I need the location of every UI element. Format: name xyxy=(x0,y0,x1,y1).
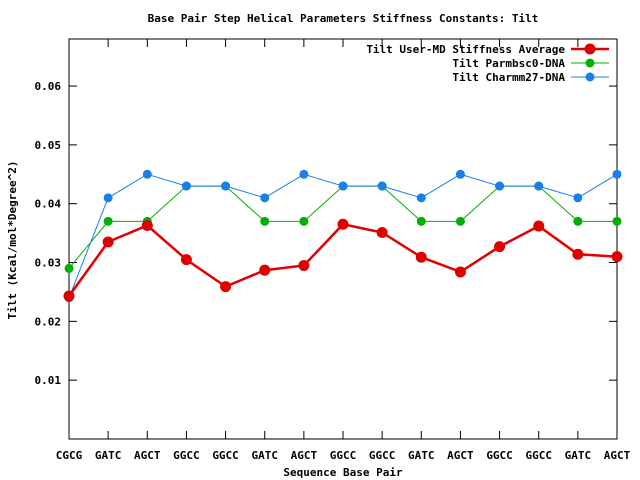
data-point xyxy=(260,216,270,226)
data-point xyxy=(298,259,310,271)
x-tick-label: GGCC xyxy=(369,449,396,462)
series-line xyxy=(67,222,618,297)
legend-swatch-marker xyxy=(585,72,595,82)
chart-title: Base Pair Step Helical Parameters Stiffn… xyxy=(148,12,539,25)
legend-swatch-marker xyxy=(584,43,596,55)
data-point xyxy=(573,193,583,203)
y-tick-label: 0.05 xyxy=(35,139,62,152)
x-tick-label: GGCC xyxy=(525,449,552,462)
data-point xyxy=(612,216,622,226)
data-point xyxy=(64,263,74,273)
data-point xyxy=(495,181,505,191)
data-point xyxy=(573,216,583,226)
legend-label: Tilt User-MD Stiffness Average xyxy=(366,43,565,56)
data-point xyxy=(377,181,387,191)
x-tick-label: AGCT xyxy=(604,449,631,462)
data-point xyxy=(338,181,348,191)
data-point xyxy=(103,193,113,203)
data-point xyxy=(180,254,192,266)
series-0 xyxy=(63,218,623,302)
x-tick-label: GATC xyxy=(565,449,592,462)
data-point xyxy=(141,219,153,231)
y-tick-label: 0.01 xyxy=(35,374,62,387)
x-tick-label: AGCT xyxy=(291,449,318,462)
x-axis-label: Sequence Base Pair xyxy=(283,466,403,479)
y-tick-label: 0.03 xyxy=(35,257,62,270)
legend-label: Tilt Charmm27-DNA xyxy=(452,71,565,84)
data-point xyxy=(612,169,622,179)
data-point xyxy=(534,181,544,191)
x-tick-label: GGCC xyxy=(486,449,513,462)
data-point xyxy=(415,251,427,263)
data-point xyxy=(102,236,114,248)
legend-label: Tilt Parmbsc0-DNA xyxy=(452,57,565,70)
plot-frame xyxy=(68,38,618,440)
data-point xyxy=(572,248,584,260)
y-axis-ticks: 0.01 0.02 0.03 0.04 0.05 0.06 xyxy=(35,80,617,387)
data-point xyxy=(455,169,465,179)
data-point xyxy=(63,290,75,302)
x-tick-label: AGCT xyxy=(447,449,474,462)
x-tick-label: AGCT xyxy=(134,449,161,462)
y-tick-label: 0.02 xyxy=(35,315,62,328)
data-point xyxy=(611,251,623,263)
series-2 xyxy=(64,169,622,303)
x-tick-label: GGCC xyxy=(173,449,200,462)
x-tick-label: GATC xyxy=(408,449,435,462)
data-point xyxy=(454,266,466,278)
data-point xyxy=(416,216,426,226)
data-point xyxy=(376,227,388,239)
y-tick-label: 0.06 xyxy=(35,80,62,93)
data-point xyxy=(299,216,309,226)
data-point xyxy=(220,281,232,293)
series-layer xyxy=(63,169,623,303)
data-point xyxy=(337,218,349,230)
y-tick-label: 0.04 xyxy=(35,198,62,211)
data-point xyxy=(533,220,545,232)
data-point xyxy=(494,241,506,253)
x-tick-label: GATC xyxy=(251,449,278,462)
series-line xyxy=(68,173,618,298)
data-point xyxy=(142,169,152,179)
data-point xyxy=(221,181,231,191)
legend-swatch-marker xyxy=(585,58,595,68)
x-axis-ticks: CGCG GATC AGCT GGCC GGCC GATC AGCT GGCC GGCC GATC… xyxy=(56,39,631,462)
data-point xyxy=(103,216,113,226)
data-point xyxy=(259,264,271,276)
data-point xyxy=(455,216,465,226)
x-tick-label: GATC xyxy=(95,449,122,462)
data-point xyxy=(181,181,191,191)
data-point xyxy=(416,193,426,203)
x-tick-label: CGCG xyxy=(56,449,83,462)
data-point xyxy=(299,169,309,179)
data-point xyxy=(260,193,270,203)
x-tick-label: GGCC xyxy=(330,449,357,462)
y-axis-label: Tilt (Kcal/mol*Degree^2) xyxy=(6,161,19,320)
x-tick-label: GGCC xyxy=(212,449,239,462)
